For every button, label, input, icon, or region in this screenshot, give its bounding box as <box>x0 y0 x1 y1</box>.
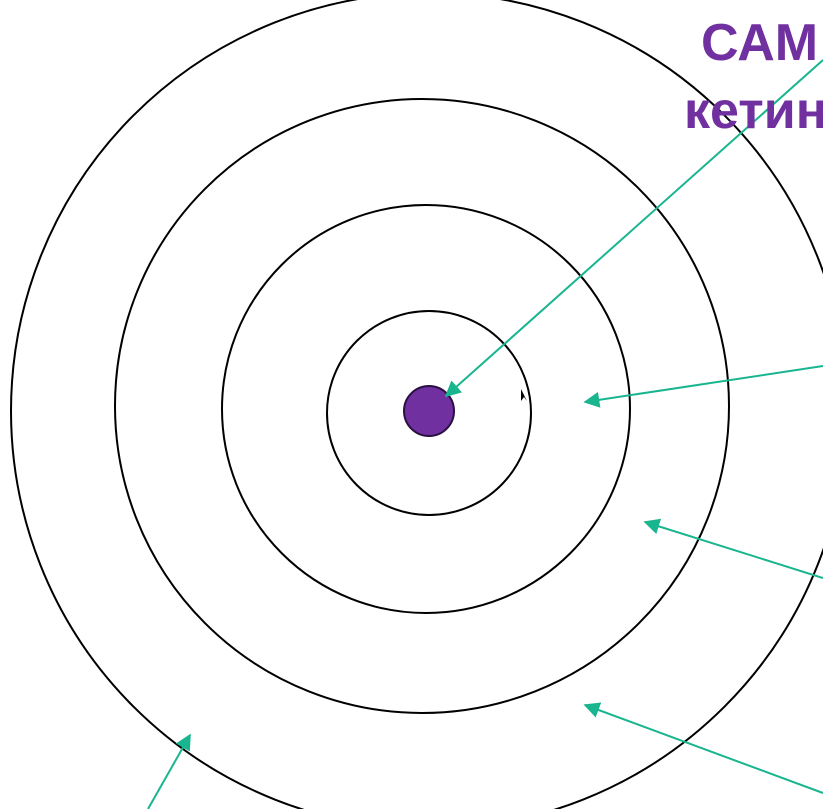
arrow-to-third-ring <box>583 702 823 794</box>
slide-title-line-2: кетин <box>684 82 823 140</box>
arrow-to-first-ring <box>583 365 823 408</box>
arrow-to-outer-ring <box>147 733 191 809</box>
ring-second <box>221 204 631 614</box>
ring-third <box>114 98 730 714</box>
arrow-to-second-ring <box>643 518 823 579</box>
ring-outer <box>10 0 823 809</box>
slide-title-line-1: САМ <box>701 14 819 72</box>
arrow-to-core <box>444 59 823 398</box>
mouse-cursor-icon <box>521 389 527 401</box>
core-dot <box>403 385 455 437</box>
ring-inner <box>326 310 532 516</box>
